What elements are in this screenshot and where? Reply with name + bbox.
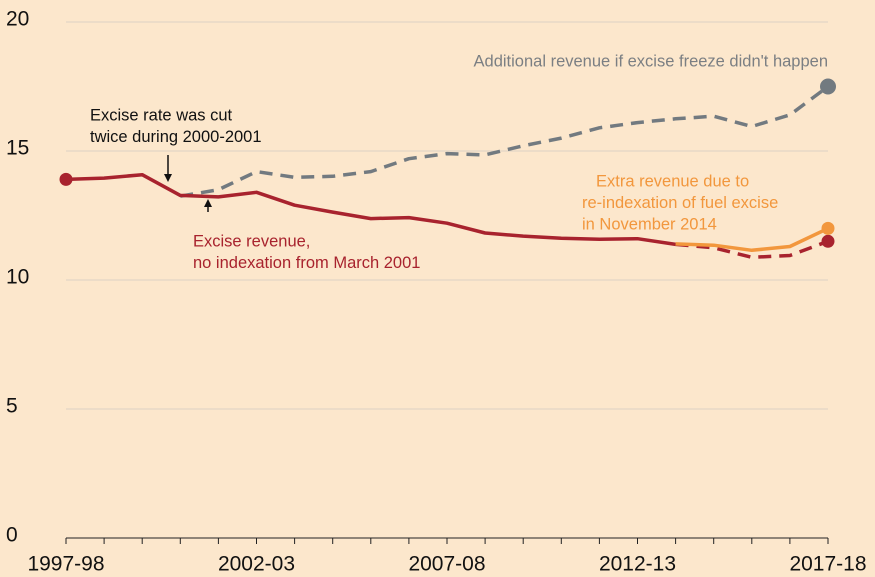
annotation: Excise rate was cut xyxy=(90,106,233,124)
annotation: no indexation from March 2001 xyxy=(193,254,420,272)
series-line xyxy=(675,239,829,260)
point-marker xyxy=(821,221,835,235)
annotation: Excise revenue, xyxy=(193,232,310,250)
point-marker xyxy=(821,234,835,248)
x-tick-label: 2012-13 xyxy=(599,553,676,576)
y-tick-label: 0 xyxy=(6,524,18,547)
series-line xyxy=(675,226,829,253)
point-marker xyxy=(59,172,73,186)
series-line xyxy=(180,85,830,198)
x-tick-label: 1997-98 xyxy=(27,553,104,576)
annotation: in November 2014 xyxy=(582,215,717,233)
annotation: Additional revenue if excise freeze didn… xyxy=(474,52,828,70)
x-tick-label: 2007-08 xyxy=(408,553,485,576)
arrow-head xyxy=(164,174,172,182)
y-tick-label: 20 xyxy=(6,8,29,31)
y-tick-label: 10 xyxy=(6,266,29,289)
point-marker xyxy=(820,78,836,95)
x-tick-label: 2017-18 xyxy=(789,553,866,576)
x-tick-label: 2002-03 xyxy=(218,553,295,576)
annotation: re-indexation of fuel excise xyxy=(582,194,778,212)
y-tick-label: 15 xyxy=(6,137,29,160)
annotation: Extra revenue due to xyxy=(596,172,749,190)
arrow-head xyxy=(204,199,212,207)
y-tick-label: 5 xyxy=(6,395,18,418)
annotation: twice during 2000-2001 xyxy=(90,128,262,146)
series-line xyxy=(65,172,676,247)
